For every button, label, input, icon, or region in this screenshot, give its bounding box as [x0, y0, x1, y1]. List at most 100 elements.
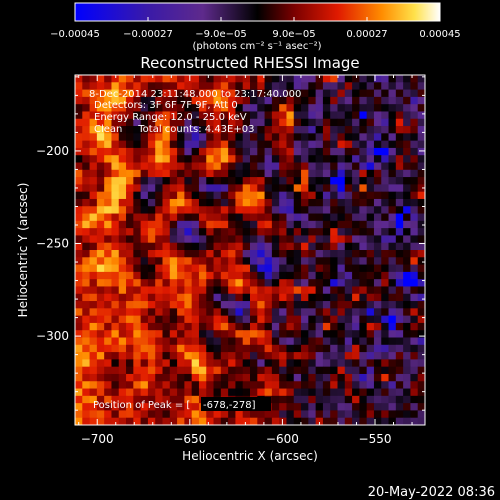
- heatmap-cell: [111, 417, 120, 426]
- heatmap-cell: [366, 373, 375, 382]
- heatmap-cell: [147, 147, 156, 156]
- heatmap-cell: [111, 206, 120, 214]
- heatmap-cell: [322, 344, 331, 353]
- heatmap-cell: [359, 388, 368, 397]
- heatmap-cell: [126, 373, 134, 382]
- heatmap-cell: [417, 177, 426, 185]
- heatmap-cell: [337, 220, 346, 229]
- heatmap-cell: [198, 264, 207, 273]
- heatmap-cell: [315, 373, 324, 382]
- heatmap-cell: [337, 177, 346, 185]
- heatmap-cell: [155, 82, 163, 90]
- heatmap-cell: [403, 279, 411, 287]
- heatmap-cell: [352, 104, 360, 112]
- heatmap-cell: [381, 198, 389, 207]
- heatmap-cell: [155, 147, 163, 156]
- heatmap-cell: [162, 169, 171, 178]
- heatmap-cell: [242, 373, 251, 382]
- heatmap-cell: [75, 155, 83, 163]
- heatmap-cell: [257, 366, 265, 375]
- heatmap-cell: [257, 308, 265, 317]
- heatmap-cell: [279, 366, 287, 375]
- heatmap-cell: [293, 198, 302, 207]
- heatmap-cell: [191, 410, 200, 419]
- heatmap-cell: [293, 118, 302, 127]
- heatmap-cell: [184, 140, 193, 149]
- heatmap-cell: [191, 271, 200, 280]
- heatmap-cell: [82, 344, 90, 353]
- heatmap-cell: [250, 89, 258, 98]
- heatmap-cell: [184, 417, 193, 426]
- heatmap-cell: [198, 133, 207, 142]
- heatmap-cell: [213, 104, 222, 112]
- heatmap-cell: [111, 257, 120, 265]
- heatmap-cell: [388, 410, 397, 419]
- heatmap-cell: [330, 89, 338, 98]
- heatmap-cell: [271, 206, 280, 214]
- heatmap-cell: [184, 118, 193, 127]
- heatmap-cell: [366, 104, 375, 112]
- heatmap-cell: [264, 126, 273, 134]
- heatmap-cell: [177, 162, 185, 171]
- heatmap-cell: [403, 286, 411, 295]
- heatmap-cell: [293, 373, 302, 382]
- heatmap-cell: [162, 250, 171, 258]
- heatmap-cell: [118, 133, 127, 142]
- heatmap-cell: [257, 169, 265, 178]
- heatmap-cell: [403, 359, 411, 368]
- heatmap-cell: [140, 308, 149, 317]
- heatmap-cell: [235, 315, 244, 324]
- heatmap-cell: [162, 184, 171, 193]
- heatmap-cell: [126, 177, 134, 185]
- heatmap-cell: [271, 366, 280, 375]
- heatmap-cell: [169, 235, 178, 244]
- heatmap-cell: [359, 235, 368, 244]
- heatmap-cell: [126, 417, 134, 426]
- heatmap-cell: [140, 417, 149, 426]
- heatmap-cell: [162, 395, 171, 404]
- heatmap-cell: [228, 388, 236, 397]
- heatmap-cell: [344, 279, 353, 287]
- heatmap-cell: [140, 82, 149, 90]
- heatmap-cell: [352, 89, 360, 98]
- heatmap-cell: [111, 286, 120, 295]
- heatmap-cell: [162, 96, 171, 105]
- heatmap-cell: [213, 133, 222, 142]
- heatmap-cell: [191, 293, 200, 302]
- heatmap-cell: [206, 89, 214, 98]
- heatmap-cell: [220, 337, 229, 346]
- heatmap-cell: [82, 235, 90, 244]
- heatmap-cell: [330, 337, 338, 346]
- heatmap-cell: [250, 228, 258, 236]
- heatmap-cell: [366, 257, 375, 265]
- heatmap-cell: [264, 344, 273, 353]
- heatmap-cell: [220, 89, 229, 98]
- heatmap-cell: [257, 322, 265, 331]
- heatmap-cell: [366, 82, 375, 90]
- heatmap-cell: [344, 264, 353, 273]
- colorbar-tick-label: 9.0e−05: [272, 29, 315, 40]
- heatmap-cell: [177, 264, 185, 273]
- heatmap-cell: [293, 410, 302, 419]
- heatmap-cell: [359, 403, 368, 411]
- heatmap-cell: [257, 191, 265, 200]
- heatmap-cell: [322, 330, 331, 338]
- heatmap-cell: [308, 337, 317, 346]
- heatmap-cell: [126, 126, 134, 134]
- heatmap-cell: [337, 359, 346, 368]
- heatmap-cell: [155, 169, 163, 178]
- heatmap-cell: [89, 293, 98, 302]
- heatmap-cell: [286, 344, 295, 353]
- heatmap-cell: [359, 417, 368, 426]
- heatmap-cell: [235, 206, 244, 214]
- heatmap-cell: [111, 359, 120, 368]
- heatmap-cell: [75, 118, 83, 127]
- heatmap-cell: [118, 75, 127, 83]
- heatmap-cell: [133, 308, 142, 317]
- heatmap-cell: [410, 169, 419, 178]
- heatmap-cell: [352, 250, 360, 258]
- heatmap-cell: [82, 177, 90, 185]
- heatmap-cell: [403, 147, 411, 156]
- heatmap-cell: [206, 111, 214, 120]
- heatmap-cell: [395, 184, 404, 193]
